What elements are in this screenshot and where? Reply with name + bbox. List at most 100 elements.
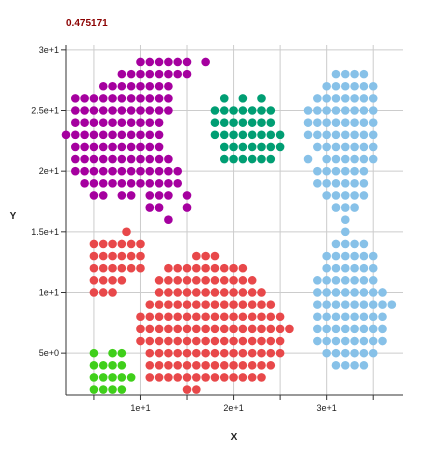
data-point <box>154 203 164 212</box>
data-point <box>247 142 257 152</box>
data-point <box>331 360 341 370</box>
data-point <box>210 130 220 140</box>
data-point <box>89 106 99 115</box>
data-point <box>359 239 369 249</box>
data-point <box>238 94 248 103</box>
data-point <box>359 263 369 273</box>
data-point <box>80 166 89 176</box>
data-point <box>89 276 99 285</box>
data-point <box>238 360 248 370</box>
data-point <box>201 373 210 382</box>
data-point <box>257 130 266 140</box>
data-point <box>192 288 201 297</box>
data-point <box>126 118 136 127</box>
data-point <box>313 324 322 334</box>
data-point <box>285 324 294 334</box>
data-point <box>108 142 117 152</box>
data-point <box>154 336 164 346</box>
data-point <box>117 276 127 285</box>
data-point <box>136 336 145 346</box>
data-point <box>340 336 350 346</box>
data-point <box>350 312 359 322</box>
data-point <box>173 312 183 322</box>
data-point <box>136 94 145 103</box>
data-point <box>275 312 285 322</box>
data-point <box>173 276 183 285</box>
data-point <box>368 300 378 309</box>
data-point <box>266 118 276 127</box>
data-point <box>108 288 117 297</box>
data-point <box>359 154 369 164</box>
data-point <box>257 373 266 382</box>
data-point <box>350 300 359 309</box>
data-point <box>182 360 192 370</box>
data-point <box>117 94 127 103</box>
data-point <box>229 130 238 140</box>
data-point <box>136 130 145 140</box>
data-point <box>108 348 117 358</box>
data-point <box>182 276 192 285</box>
data-point <box>98 239 108 249</box>
data-point <box>182 263 192 273</box>
data-point <box>247 360 257 370</box>
data-point <box>359 130 369 140</box>
data-point <box>387 300 397 309</box>
data-point <box>98 385 108 394</box>
data-point <box>322 142 331 152</box>
data-point <box>359 300 369 309</box>
data-point <box>117 154 127 164</box>
data-point <box>154 373 164 382</box>
data-point <box>89 263 99 273</box>
data-point <box>368 336 378 346</box>
data-point <box>359 251 369 261</box>
data-point <box>210 336 220 346</box>
data-point <box>164 166 173 176</box>
data-point <box>210 373 220 382</box>
data-point <box>108 106 117 115</box>
data-point <box>164 154 173 164</box>
data-point <box>219 373 229 382</box>
data-points <box>61 57 397 394</box>
data-point <box>378 336 387 346</box>
data-point <box>173 300 183 309</box>
data-point <box>219 130 229 140</box>
data-point <box>145 373 155 382</box>
data-point <box>182 69 192 79</box>
data-point <box>313 142 322 152</box>
data-point <box>71 166 80 176</box>
x-axis-title: X <box>231 432 238 443</box>
data-point <box>89 360 99 370</box>
data-point <box>201 251 210 261</box>
data-point <box>145 118 155 127</box>
data-point <box>368 118 378 127</box>
data-point <box>238 324 248 334</box>
data-point <box>182 191 192 200</box>
data-point <box>126 239 136 249</box>
data-point <box>117 191 127 200</box>
data-point <box>238 118 248 127</box>
data-point <box>359 166 369 176</box>
data-point <box>238 154 248 164</box>
data-point <box>219 154 229 164</box>
data-point <box>108 385 117 394</box>
data-point <box>117 239 127 249</box>
data-point <box>164 191 173 200</box>
data-point <box>368 154 378 164</box>
data-point <box>98 179 108 188</box>
data-point <box>322 179 331 188</box>
data-point <box>98 263 108 273</box>
data-point <box>313 130 322 140</box>
data-point <box>229 336 238 346</box>
data-point <box>247 130 257 140</box>
data-point <box>266 348 276 358</box>
data-point <box>359 360 369 370</box>
data-point <box>164 288 173 297</box>
data-point <box>108 81 117 91</box>
data-point <box>340 348 350 358</box>
data-point <box>164 324 173 334</box>
data-point <box>331 312 341 322</box>
data-point <box>219 312 229 322</box>
data-point <box>210 276 220 285</box>
data-point <box>359 324 369 334</box>
data-point <box>219 300 229 309</box>
